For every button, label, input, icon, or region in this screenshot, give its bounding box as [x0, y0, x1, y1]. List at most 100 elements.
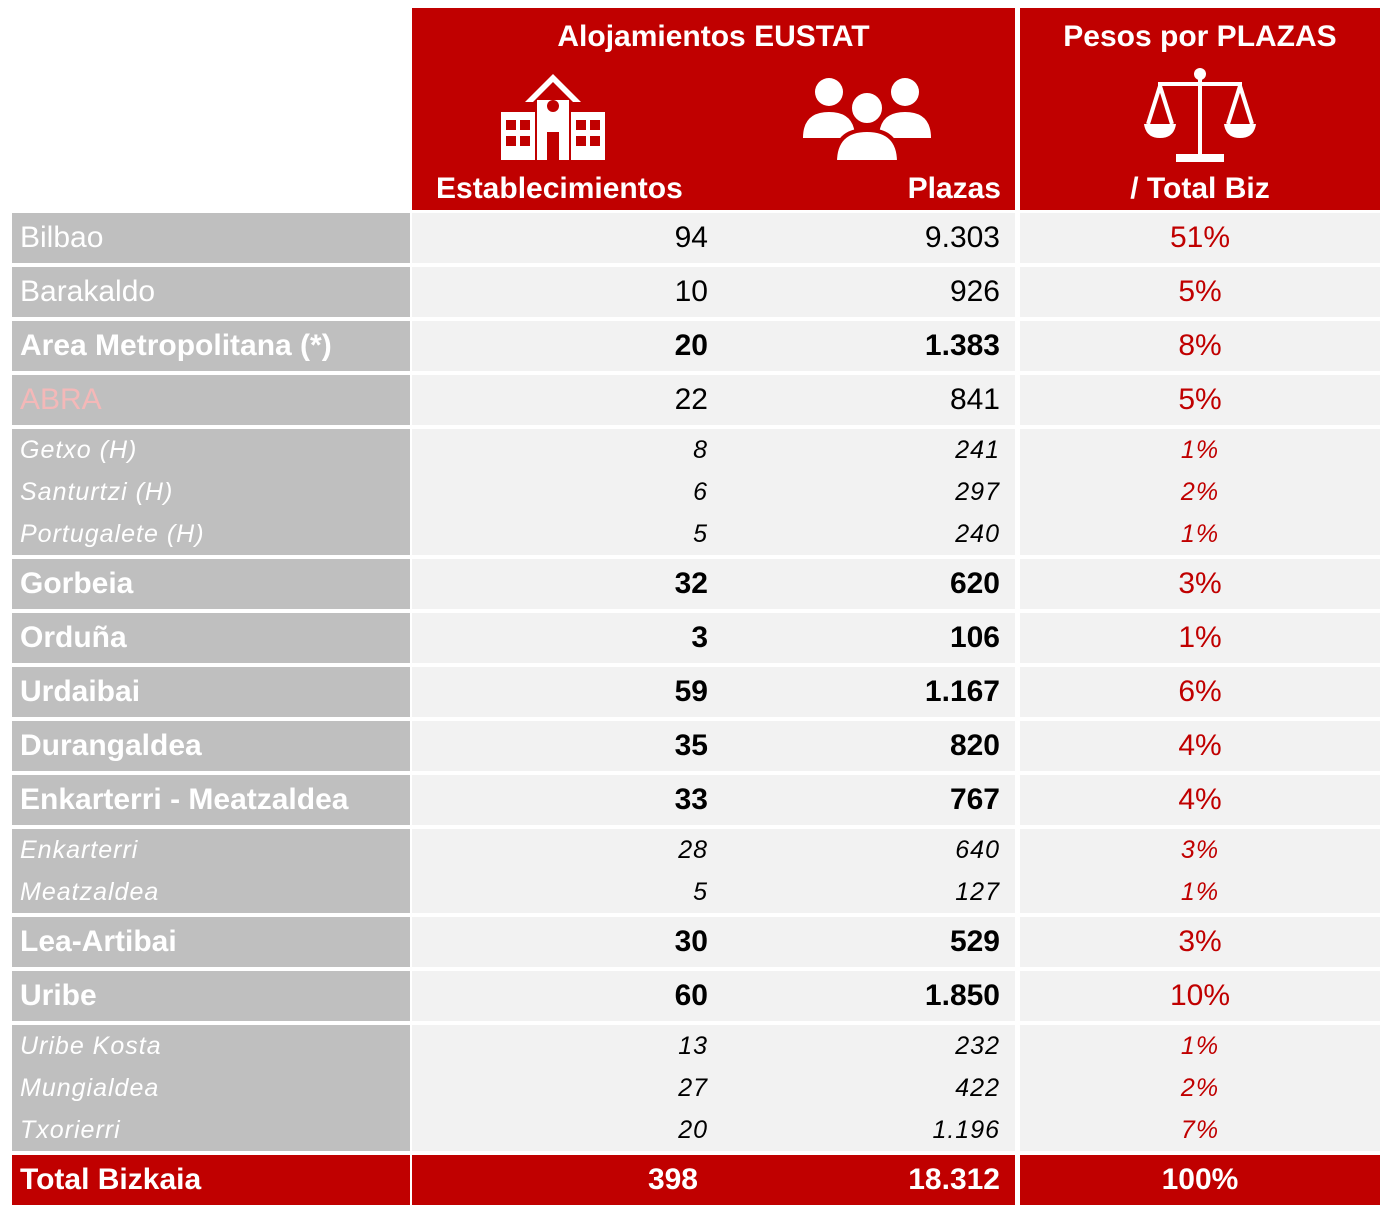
weight-bg: [1020, 721, 1380, 771]
row-establecimientos: 32: [674, 567, 708, 600]
weight-bg: [1020, 667, 1380, 717]
name-bg: [12, 213, 410, 263]
row-name: Orduña: [20, 621, 127, 654]
row-plazas: 422: [955, 1073, 1000, 1102]
row-peso: 1%: [1180, 877, 1220, 906]
row-establecimientos: 8: [693, 435, 708, 464]
value-bg: [412, 829, 1015, 913]
value-bg: [412, 375, 1015, 425]
row-establecimientos: 94: [674, 221, 708, 254]
row-plazas: 127: [955, 877, 1000, 906]
row-peso: 3%: [1180, 835, 1220, 864]
row-peso: 1%: [1178, 621, 1222, 654]
name-bg: [12, 917, 410, 967]
row-establecimientos: 10: [674, 275, 708, 308]
row-name: Urdaibai: [20, 675, 141, 708]
row-peso: 7%: [1180, 1115, 1220, 1144]
row-establecimientos: 6: [693, 477, 708, 506]
row-peso: 1%: [1180, 1031, 1220, 1060]
row-peso: 6%: [1178, 675, 1222, 708]
value-bg: [412, 775, 1015, 825]
total-weight-bg: [1020, 1155, 1380, 1205]
row-plazas: 1.850: [924, 979, 1000, 1012]
row-plazas: 9.303: [924, 221, 1000, 254]
row-peso: 5%: [1178, 383, 1222, 416]
value-bg: [412, 429, 1015, 555]
weight-bg: [1020, 321, 1380, 371]
row-peso: 2%: [1180, 1073, 1220, 1102]
col-establecimientos: Establecimientos: [436, 172, 683, 205]
row-plazas: 232: [955, 1031, 1000, 1060]
name-bg: [12, 613, 410, 663]
header-weight: Pesos por PLAZAS / Total Biz: [1020, 8, 1380, 210]
row-plazas: 1.167: [924, 675, 1000, 708]
row-peso: 1%: [1180, 435, 1220, 464]
value-bg: [412, 321, 1015, 371]
row-peso: 4%: [1178, 729, 1222, 762]
row-plazas: 240: [955, 519, 1000, 548]
weight-bg: [1020, 375, 1380, 425]
row-establecimientos: 22: [674, 383, 708, 416]
row-peso: 4%: [1178, 783, 1222, 816]
value-bg: [412, 721, 1015, 771]
row-name: Area Metropolitana (*): [20, 329, 332, 362]
value-bg: [412, 971, 1015, 1021]
row-establecimientos: 3: [691, 621, 708, 654]
col-plazas: Plazas: [907, 172, 1001, 205]
weight-bg: [1020, 429, 1380, 555]
row-establecimientos: 60: [674, 979, 708, 1012]
name-bg: [12, 1025, 410, 1151]
row-name: Enkarterri - Meatzaldea: [20, 783, 349, 816]
row-plazas: 1.383: [924, 329, 1000, 362]
row-establecimientos: 59: [674, 675, 708, 708]
building-icon: [501, 74, 605, 160]
row-name: Santurtzi (H): [20, 477, 174, 506]
row-plazas: 926: [949, 275, 1000, 308]
weight-bg: [1020, 775, 1380, 825]
value-bg: [412, 559, 1015, 609]
total-name-bg: [12, 1155, 410, 1205]
row-plazas: 297: [955, 477, 1000, 506]
name-bg: [12, 375, 410, 425]
row-plazas: 767: [949, 783, 1000, 816]
row-peso: 1%: [1180, 519, 1220, 548]
row-name: Meatzaldea: [20, 877, 160, 906]
row-plazas: 18.312: [908, 1163, 1000, 1196]
row-establecimientos: 35: [674, 729, 708, 762]
weight-title: Pesos por PLAZAS: [1063, 20, 1337, 53]
row-peso: 8%: [1178, 329, 1222, 362]
name-bg: [12, 721, 410, 771]
row-peso: 3%: [1178, 567, 1222, 600]
weight-bg: [1020, 1025, 1380, 1151]
weight-bg: [1020, 267, 1380, 317]
row-peso: 3%: [1178, 925, 1222, 958]
row-name: Total Bizkaia: [20, 1163, 202, 1196]
value-bg: [412, 1025, 1015, 1151]
row-name: Gorbeia: [20, 567, 134, 600]
row-plazas: 1.196: [932, 1115, 1000, 1144]
row-establecimientos: 5: [693, 519, 708, 548]
row-plazas: 820: [949, 729, 1000, 762]
row-peso: 10%: [1169, 979, 1231, 1012]
row-establecimientos: 5: [693, 877, 708, 906]
row-name: Barakaldo: [20, 275, 156, 308]
row-peso: 100%: [1161, 1163, 1239, 1196]
row-name: Getxo (H): [20, 435, 138, 464]
weight-bg: [1020, 971, 1380, 1021]
row-name: Portugalete (H): [20, 519, 205, 548]
name-bg: [12, 559, 410, 609]
header-group: Alojamientos EUSTAT: [412, 8, 1015, 210]
row-peso: 51%: [1169, 221, 1231, 254]
row-plazas: 106: [949, 621, 1000, 654]
value-bg: [412, 213, 1015, 263]
row-name: Durangaldea: [20, 729, 202, 762]
people-icon: [803, 78, 931, 162]
weight-bg: [1020, 917, 1380, 967]
row-plazas: 620: [949, 567, 1000, 600]
name-bg: [12, 829, 410, 913]
total-value-bg: [412, 1155, 1015, 1205]
row-name: Enkarterri: [20, 835, 139, 864]
row-name: Mungialdea: [20, 1073, 160, 1102]
weight-bg: [1020, 613, 1380, 663]
